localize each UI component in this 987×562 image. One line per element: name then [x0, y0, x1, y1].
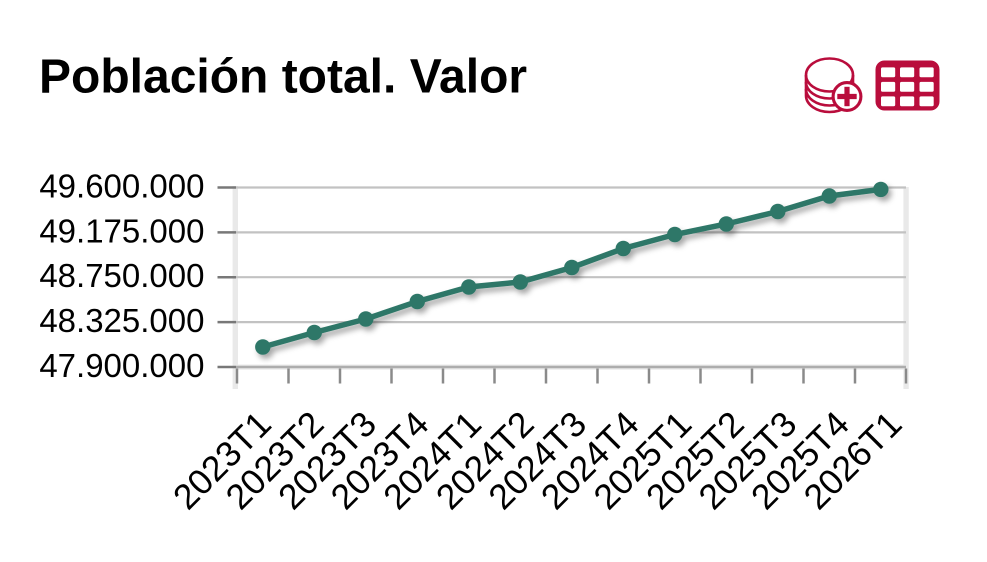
svg-text:48.325.000: 48.325.000: [39, 302, 204, 339]
svg-text:Población total. Valor: Población total. Valor: [39, 51, 527, 104]
svg-text:49.175.000: 49.175.000: [39, 212, 204, 249]
svg-text:49.600.000: 49.600.000: [39, 168, 204, 205]
svg-text:48.750.000: 48.750.000: [39, 257, 204, 294]
svg-text:47.900.000: 47.900.000: [39, 347, 204, 384]
